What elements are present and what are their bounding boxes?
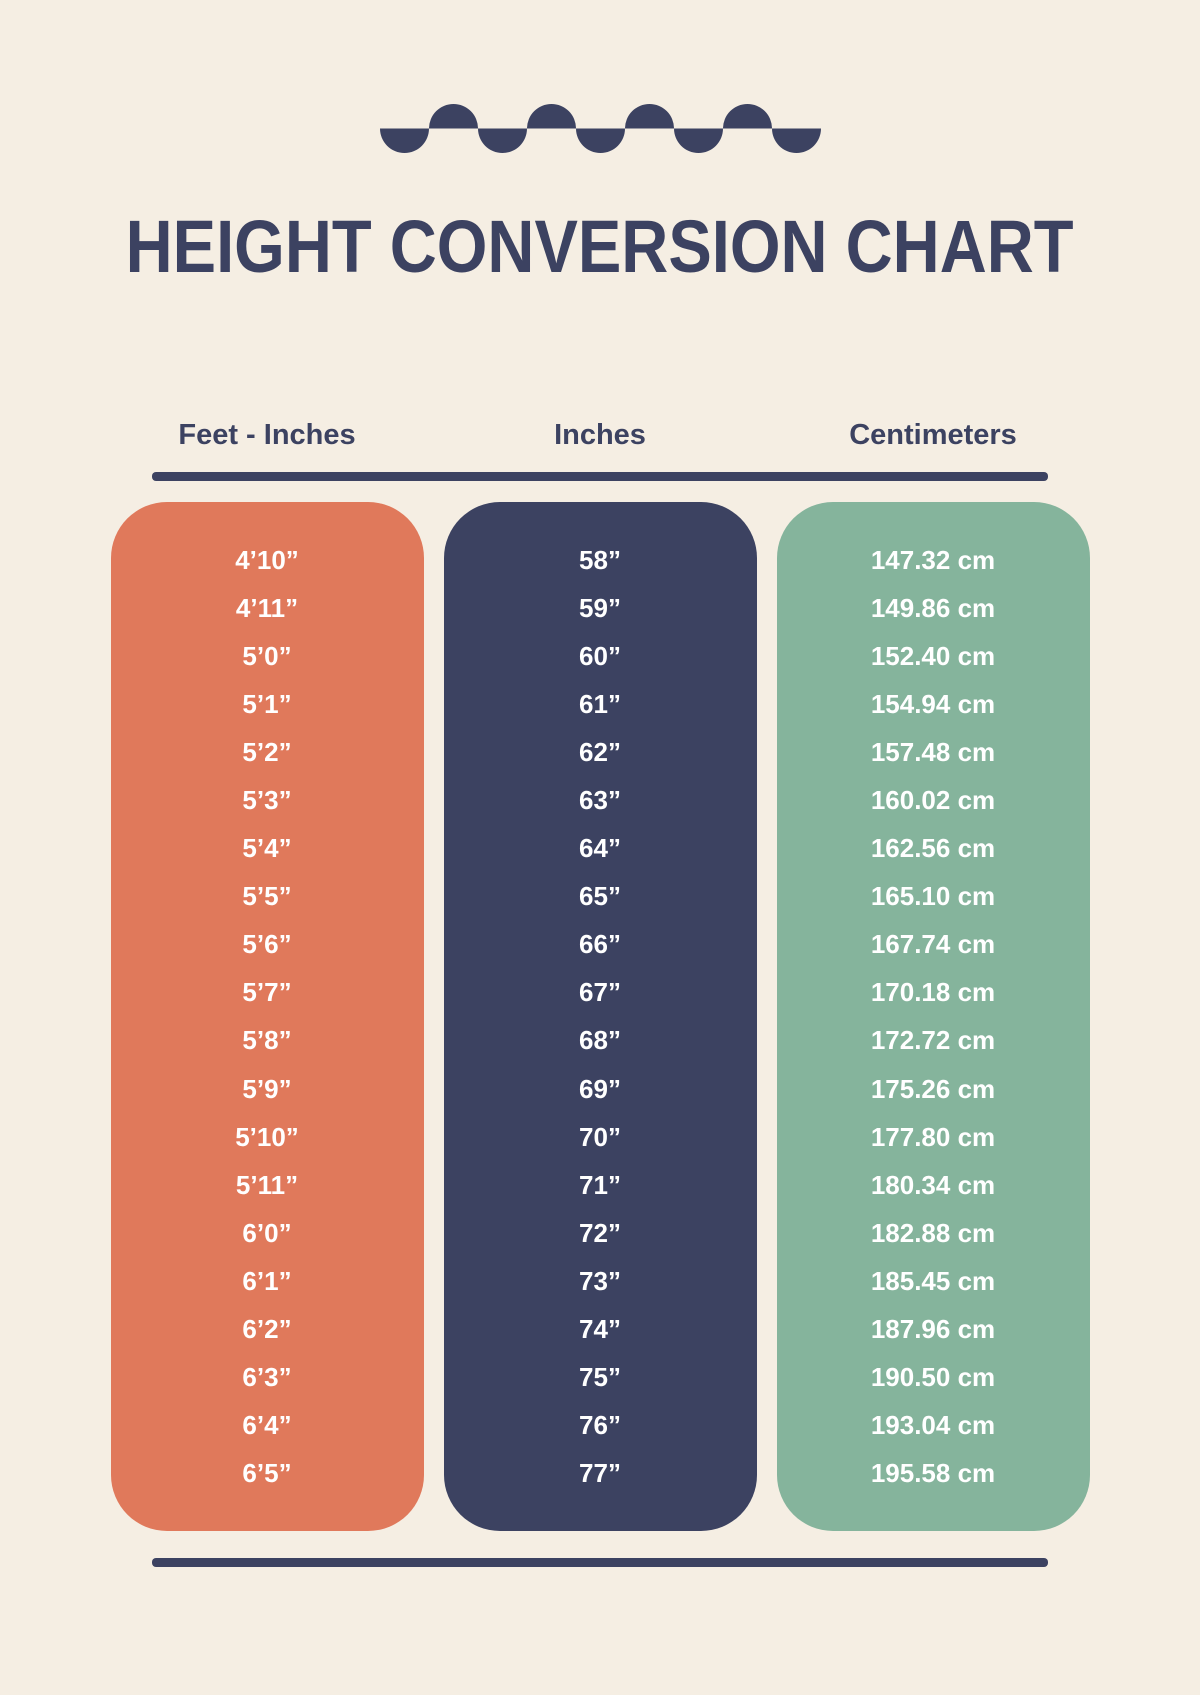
table-cell: 177.80 cm xyxy=(870,1121,996,1152)
table-cell: 65” xyxy=(579,881,621,912)
table-cell: 193.04 cm xyxy=(870,1410,996,1441)
table-cell: 61” xyxy=(579,688,621,719)
table-header-row: Feet - Inches Inches Centimeters xyxy=(111,415,1090,455)
column-header-centimeters: Centimeters xyxy=(849,419,1017,451)
table-cell: 5’4” xyxy=(242,833,292,864)
table-cell: 6’2” xyxy=(242,1314,292,1345)
table-cell: 160.02 cm xyxy=(870,785,996,816)
table-cell: 66” xyxy=(579,929,621,960)
table-cell: 5’0” xyxy=(242,640,292,671)
table-cell: 167.74 cm xyxy=(870,929,996,960)
table-cell: 67” xyxy=(579,977,621,1008)
table-cell: 59” xyxy=(579,592,621,623)
table-cell: 5’7” xyxy=(242,977,292,1008)
table-cell: 180.34 cm xyxy=(870,1169,996,1200)
table-cell: 5’10” xyxy=(235,1121,299,1152)
table-cell: 69” xyxy=(579,1073,621,1104)
table-cell: 6’1” xyxy=(242,1265,292,1296)
column-header-inches: Inches xyxy=(554,419,646,451)
table-cell: 172.72 cm xyxy=(870,1025,996,1056)
table-cell: 5’9” xyxy=(242,1073,292,1104)
footer-divider-line xyxy=(152,1558,1048,1567)
table-cell: 162.56 cm xyxy=(870,833,996,864)
centimeters-column: 147.32 cm 149.86 cm 152.40 cm 154.94 cm 157.… xyxy=(776,502,1090,1531)
table-cell: 190.50 cm xyxy=(870,1362,996,1393)
table-cell: 154.94 cm xyxy=(870,688,996,719)
inches-column: 58” 59” 60” 61” 62” 63” 64” 65” 66” 67” 68” 69” 70” 7… xyxy=(443,502,757,1531)
table-cell: 5’3” xyxy=(242,785,292,816)
table-cell: 165.10 cm xyxy=(870,881,996,912)
table-cell: 5’1” xyxy=(242,688,292,719)
table-cell: 72” xyxy=(579,1217,621,1248)
table-cell: 75” xyxy=(579,1362,621,1393)
table-cell: 71” xyxy=(579,1169,621,1200)
table-cell: 76” xyxy=(579,1410,621,1441)
table-cell: 60” xyxy=(579,640,621,671)
table-cell: 6’5” xyxy=(242,1458,292,1489)
table-cell: 5’2” xyxy=(242,736,292,767)
table-cell: 147.32 cm xyxy=(870,544,996,575)
feet-inches-column: 4’10” 4’11” 5’0” 5’1” 5’2” 5’3” 5’4” 5’5” 5’6” 5’… xyxy=(110,502,424,1531)
table-cell: 58” xyxy=(579,544,621,575)
table-cell: 63” xyxy=(579,785,621,816)
column-header-feet-inches: Feet - Inches xyxy=(178,419,356,451)
table-cell: 4’10” xyxy=(235,544,299,575)
header-divider-line xyxy=(152,472,1048,481)
table-cell: 149.86 cm xyxy=(870,592,996,623)
table-cell: 5’8” xyxy=(242,1025,292,1056)
table-cell: 182.88 cm xyxy=(870,1217,996,1248)
table-cell: 187.96 cm xyxy=(870,1314,996,1345)
table-cell: 74” xyxy=(579,1314,621,1345)
table-cell: 6’3” xyxy=(242,1362,292,1393)
table-cell: 5’5” xyxy=(242,881,292,912)
table-cell: 73” xyxy=(579,1265,621,1296)
table-cell: 170.18 cm xyxy=(870,977,996,1008)
table-cell: 195.58 cm xyxy=(870,1458,996,1489)
table-cell: 68” xyxy=(579,1025,621,1056)
wave-ornament-icon xyxy=(379,104,821,153)
table-cell: 70” xyxy=(579,1121,621,1152)
table-body: 4’10” 4’11” 5’0” 5’1” 5’2” 5’3” 5’4” 5’5” 5’6” 5’… xyxy=(110,502,1090,1531)
table-cell: 5’6” xyxy=(242,929,292,960)
table-cell: 5’11” xyxy=(235,1169,299,1200)
table-cell: 62” xyxy=(579,736,621,767)
table-cell: 185.45 cm xyxy=(870,1265,996,1296)
page-title-text: HEIGHT CONVERSION CHART xyxy=(126,205,1074,288)
page-title: HEIGHT CONVERSION CHART xyxy=(0,208,1200,286)
table-cell: 157.48 cm xyxy=(870,736,996,767)
table-cell: 152.40 cm xyxy=(870,640,996,671)
wave-ornament xyxy=(0,0,1200,153)
table-cell: 64” xyxy=(579,833,621,864)
table-cell: 175.26 cm xyxy=(870,1073,996,1104)
table-cell: 6’0” xyxy=(242,1217,292,1248)
table-cell: 77” xyxy=(579,1458,621,1489)
table-cell: 6’4” xyxy=(242,1410,292,1441)
table-cell: 4’11” xyxy=(235,592,299,623)
